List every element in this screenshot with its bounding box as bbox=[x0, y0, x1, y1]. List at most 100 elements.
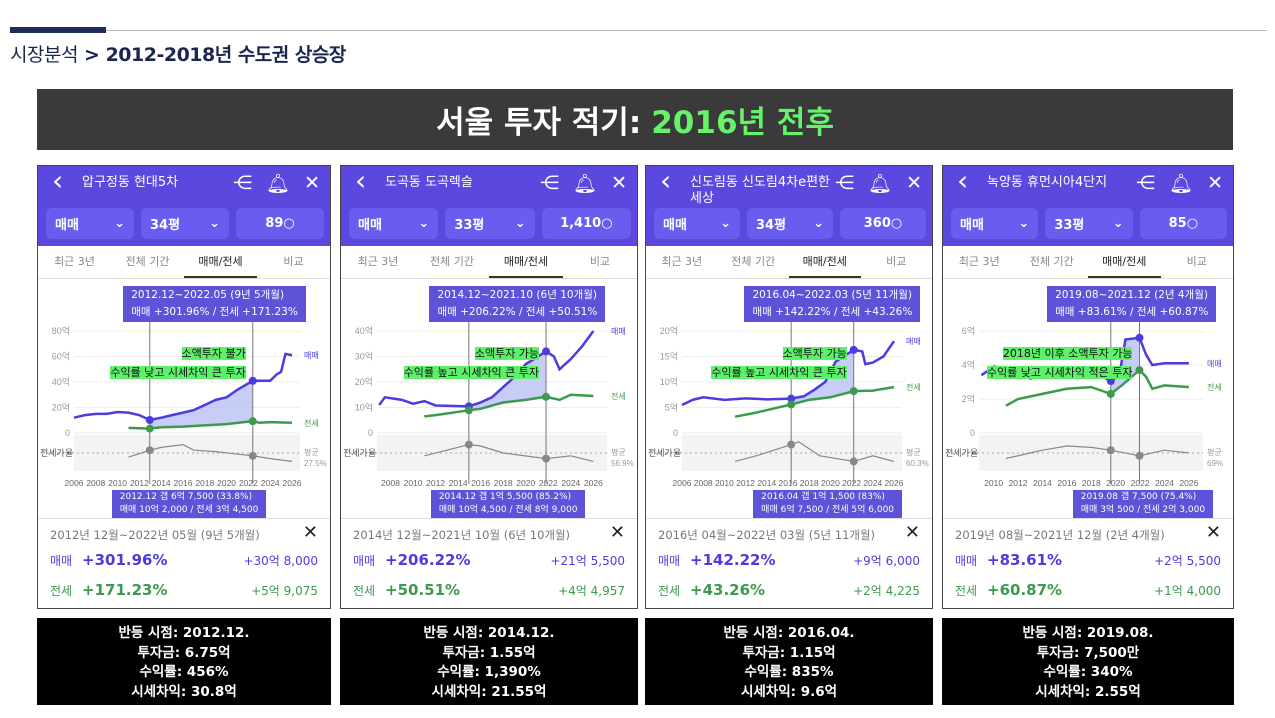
summary-card: 2019년 08월~2021년 12월 (2년 4개월) ✕ 매매 +83.61% +2… bbox=[943, 518, 1233, 608]
ratio-band bbox=[979, 435, 1203, 471]
investment-note: 소액투자 가능 수익률 높고 시세차익 큰 투자 bbox=[403, 342, 540, 380]
info-line: 투자금: 1.55억 bbox=[442, 644, 536, 661]
back-icon[interactable]: ‹ bbox=[957, 165, 969, 197]
range-tooltip: 2019.08~2021.12 (2년 4개월) 매매 +83.61% / 전세 … bbox=[1047, 286, 1217, 322]
close-summary-icon[interactable]: ✕ bbox=[904, 522, 920, 543]
bell-icon[interactable]: 🔔︎ bbox=[572, 173, 598, 195]
deal-type-dropdown[interactable]: 매매 ⌄ bbox=[349, 208, 439, 239]
jeonse-point bbox=[145, 424, 154, 433]
tab[interactable]: 매매/전세 bbox=[1088, 246, 1161, 278]
tab[interactable]: 비교 bbox=[283, 255, 304, 268]
x-tick-label: 2020 bbox=[217, 478, 236, 488]
tab[interactable]: 비교 bbox=[589, 255, 611, 268]
count-search[interactable]: 85 ○ bbox=[1139, 208, 1227, 239]
ratio-label: 전세가율 bbox=[40, 448, 73, 458]
panel-header: ‹ 압구정동 현대5차 ⋲ 🔔︎ ✕ 매매 ⌄ 34평 ⌄ 89 ○ bbox=[38, 166, 330, 246]
listing-panel: ‹ 신도림동 신도림4차e편한세상 ⋲ 🔔︎ ✕ 매매 ⌄ 34평 ⌄ 360 ○ 최근 3년 전체 … bbox=[645, 165, 933, 609]
jeonse-label: 전세 bbox=[955, 583, 978, 598]
x-tick-label: 2026 bbox=[885, 478, 904, 488]
close-icon[interactable]: ✕ bbox=[1207, 172, 1223, 194]
size-dropdown[interactable]: 34평 ⌄ bbox=[747, 208, 833, 239]
summary-card: 2012년 12월~2022년 05월 (9년 5개월) ✕ 매매 +301.96% +… bbox=[38, 518, 330, 608]
share-icon[interactable]: ⋲ bbox=[1135, 172, 1155, 194]
y-tick-label: 2억 bbox=[962, 393, 975, 404]
tab[interactable]: 매매/전세 bbox=[789, 246, 861, 278]
ratio-point bbox=[145, 446, 154, 455]
bell-icon[interactable]: 🔔︎ bbox=[867, 173, 893, 195]
tab[interactable]: 전체 기간 bbox=[731, 255, 776, 268]
sale-diff: +21억 5,500 bbox=[550, 553, 625, 568]
size-dropdown[interactable]: 34평 ⌄ bbox=[141, 208, 229, 239]
tab[interactable]: 최근 3년 bbox=[54, 255, 95, 268]
close-icon[interactable]: ✕ bbox=[304, 172, 320, 194]
tab[interactable]: 최근 3년 bbox=[357, 255, 399, 268]
close-icon[interactable]: ✕ bbox=[906, 172, 922, 194]
tab[interactable]: 전체 기간 bbox=[430, 255, 474, 268]
y-tick-label: 80억 bbox=[52, 325, 70, 336]
size-dropdown[interactable]: 33평 ⌄ bbox=[1045, 208, 1133, 239]
range-tooltip: 2012.12~2022.05 (9년 5개월) 매매 +301.96% / 전세… bbox=[123, 286, 306, 322]
close-summary-icon[interactable]: ✕ bbox=[609, 522, 625, 543]
x-tick-label: 2018 bbox=[800, 478, 819, 488]
investment-note: 2018년 이후 소액투자 가능 수익률 낮고 시세차익 적은 투자 bbox=[986, 342, 1133, 380]
deal-type-dropdown[interactable]: 매매 ⌄ bbox=[46, 208, 134, 239]
jeonse-label: 전세 bbox=[353, 583, 376, 598]
x-tick-label: 2024 bbox=[261, 478, 280, 488]
x-tick-label: 2026 bbox=[584, 478, 603, 488]
x-tick-label: 2008 bbox=[381, 478, 400, 488]
info-line: 시세차익: 2.55억 bbox=[1035, 683, 1141, 700]
panel-header: ‹ 녹양동 휴먼시아4단지 ⋲ 🔔︎ ✕ 매매 ⌄ 33평 ⌄ 85 ○ bbox=[943, 166, 1233, 246]
headline-banner: 서울 투자 적기: 2016년 전후 bbox=[37, 89, 1233, 150]
investment-summary: 반등 시점: 2016.04. 투자금: 1.15억 수익률: 835% 시세차익: … bbox=[645, 618, 933, 705]
size-dropdown[interactable]: 33평 ⌄ bbox=[445, 208, 535, 239]
bell-icon[interactable]: 🔔︎ bbox=[1168, 173, 1194, 195]
ratio-point bbox=[1106, 446, 1115, 455]
info-line: 반등 시점: 2014.12. bbox=[423, 625, 555, 641]
share-icon[interactable]: ⋲ bbox=[539, 172, 559, 194]
share-icon[interactable]: ⋲ bbox=[232, 172, 252, 194]
header-actions: ⋲ 🔔︎ ✕ bbox=[835, 172, 922, 195]
close-summary-icon[interactable]: ✕ bbox=[302, 522, 318, 543]
deal-type-dropdown[interactable]: 매매 ⌄ bbox=[654, 208, 740, 239]
jeonse-percent: +50.51% bbox=[385, 581, 461, 599]
range-tooltip-line: 매매 +83.61% / 전세 +60.87% bbox=[1055, 306, 1209, 318]
jeonse-row: 전세 +43.26% +2억 4,225 bbox=[658, 581, 920, 599]
count-search[interactable]: 1,410 ○ bbox=[541, 208, 631, 239]
sale-row: 매매 +142.22% +9억 6,000 bbox=[658, 551, 920, 569]
tab[interactable]: 비교 bbox=[1186, 255, 1207, 268]
info-line: 수익률: 340% bbox=[1043, 664, 1133, 680]
header-actions: ⋲ 🔔︎ ✕ bbox=[233, 172, 320, 195]
average-value: 56.9% bbox=[611, 459, 634, 468]
back-icon[interactable]: ‹ bbox=[660, 165, 672, 197]
close-summary-icon[interactable]: ✕ bbox=[1205, 522, 1221, 543]
investment-note: 소액투자 불가 수익률 낮고 시세차익 큰 투자 bbox=[110, 342, 246, 380]
info-line: 수익률: 456% bbox=[139, 664, 229, 680]
jeonse-percent: +60.87% bbox=[987, 581, 1063, 599]
jeonse-point bbox=[248, 417, 257, 426]
sale-diff: +30억 8,000 bbox=[243, 553, 318, 568]
jeonse-point bbox=[464, 406, 473, 415]
jeonse-line bbox=[1005, 368, 1189, 407]
tab[interactable]: 최근 3년 bbox=[958, 255, 1000, 268]
bell-icon[interactable]: 🔔︎ bbox=[265, 173, 291, 195]
close-icon[interactable]: ✕ bbox=[611, 172, 627, 194]
tab[interactable]: 매매/전세 bbox=[184, 246, 257, 278]
tab[interactable]: 매매/전세 bbox=[489, 246, 563, 278]
sale-label: 매매 bbox=[353, 553, 376, 568]
tab[interactable]: 비교 bbox=[886, 255, 907, 268]
jeonse-diff: +2억 4,225 bbox=[853, 583, 920, 598]
average-value: 27.5% bbox=[304, 459, 327, 468]
tab[interactable]: 전체 기간 bbox=[1029, 255, 1074, 268]
tab[interactable]: 최근 3년 bbox=[661, 255, 703, 268]
count-search[interactable]: 89 ○ bbox=[236, 208, 324, 239]
jeonse-point bbox=[1135, 366, 1144, 375]
back-icon[interactable]: ‹ bbox=[52, 165, 64, 197]
share-icon[interactable]: ⋲ bbox=[834, 172, 854, 194]
search-icon: ○ bbox=[1186, 216, 1199, 231]
deal-type-dropdown[interactable]: 매매 ⌄ bbox=[951, 208, 1039, 239]
count-search[interactable]: 360 ○ bbox=[840, 208, 926, 239]
info-line: 투자금: 6.75억 bbox=[137, 644, 231, 661]
y-tick-label: 0 bbox=[65, 428, 70, 438]
back-icon[interactable]: ‹ bbox=[355, 165, 367, 197]
tab[interactable]: 전체 기간 bbox=[125, 255, 170, 268]
